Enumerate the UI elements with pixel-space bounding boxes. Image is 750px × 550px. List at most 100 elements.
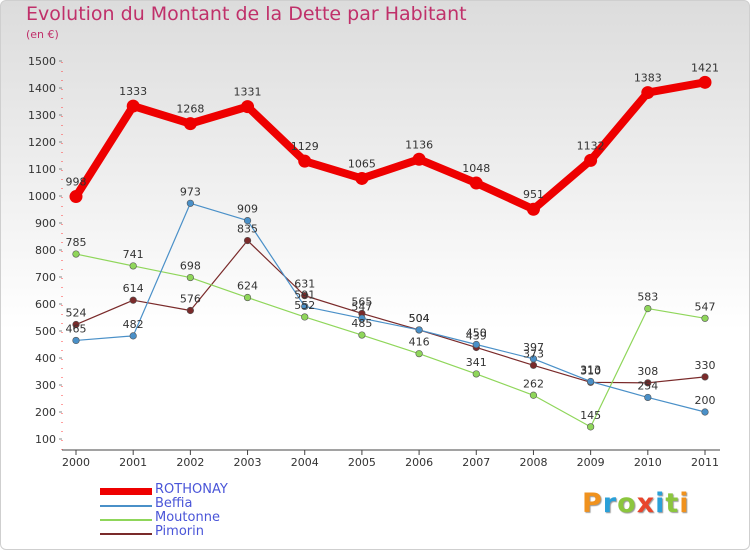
- data-label: 951: [523, 188, 544, 201]
- data-point: [241, 100, 255, 114]
- data-label: 552: [294, 299, 315, 312]
- x-tick-label: 2000: [62, 456, 90, 469]
- data-label: 1048: [462, 162, 490, 175]
- data-label: 313: [580, 363, 601, 376]
- data-point: [529, 391, 538, 399]
- y-tick-label: 200: [35, 406, 56, 419]
- data-label: 835: [237, 223, 258, 236]
- data-label: 547: [695, 300, 716, 313]
- y-tick-label: 1300: [28, 109, 56, 122]
- data-label: 583: [637, 291, 658, 304]
- legend-swatch: [100, 488, 152, 495]
- data-label: 330: [695, 359, 716, 372]
- data-point: [701, 373, 709, 381]
- data-point: [298, 154, 312, 168]
- data-point: [415, 326, 423, 334]
- data-label: 547: [351, 300, 372, 313]
- data-label: 998: [66, 176, 87, 189]
- data-point: [644, 304, 652, 313]
- data-point: [72, 336, 80, 345]
- y-tick-label: 900: [35, 217, 56, 230]
- data-point: [412, 152, 426, 166]
- data-point: [526, 202, 540, 216]
- legend-label: Beffia: [155, 496, 193, 511]
- data-point: [72, 320, 80, 329]
- data-label: 397: [523, 341, 544, 354]
- series-line-beffia: [75, 202, 706, 413]
- legend-swatch: [100, 533, 152, 535]
- data-label: 1136: [405, 138, 433, 151]
- data-label: 145: [580, 409, 601, 422]
- data-point: [644, 379, 652, 387]
- data-point: [529, 355, 538, 363]
- y-tick-label: 600: [35, 298, 56, 311]
- data-label: 576: [180, 292, 201, 305]
- legend-swatch: [100, 505, 152, 507]
- data-label: 1331: [234, 86, 262, 99]
- data-point: [183, 117, 197, 131]
- data-label: 373: [523, 347, 544, 360]
- data-point: [472, 370, 480, 378]
- data-point: [186, 199, 194, 207]
- y-tick-label: 1000: [28, 190, 56, 203]
- data-label: 482: [123, 318, 144, 331]
- data-label: 565: [351, 295, 372, 308]
- data-label: 341: [466, 356, 487, 369]
- chart-title: Evolution du Montant de la Dette par Hab…: [26, 3, 467, 25]
- data-point: [641, 86, 655, 100]
- data-label: 624: [237, 280, 258, 293]
- data-point: [129, 262, 137, 270]
- data-point: [69, 190, 83, 204]
- data-point: [469, 176, 483, 190]
- data-label: 1132: [577, 139, 605, 152]
- data-point: [72, 250, 80, 258]
- y-tick-label: 500: [35, 325, 56, 338]
- data-point: [644, 393, 652, 402]
- y-tick-label: 300: [35, 379, 56, 392]
- x-tick-label: 2005: [348, 456, 376, 469]
- x-tick-label: 2004: [291, 456, 319, 469]
- data-label: 909: [237, 203, 258, 216]
- y-tick-label: 700: [35, 271, 56, 284]
- data-point: [587, 423, 595, 431]
- data-point: [355, 171, 369, 185]
- legend-label: Pimorin: [155, 524, 204, 539]
- data-point: [415, 350, 423, 358]
- y-tick-label: 100: [35, 433, 56, 446]
- data-point: [301, 302, 309, 311]
- x-tick-label: 2009: [577, 456, 605, 469]
- data-label: 262: [523, 377, 544, 390]
- series-line-moutonne: [75, 253, 706, 428]
- x-tick-label: 2002: [176, 456, 204, 469]
- data-label: 485: [351, 317, 372, 330]
- data-label: 741: [123, 248, 144, 261]
- y-tick-label: 1200: [28, 136, 56, 149]
- legend-label: Moutonne: [155, 510, 220, 525]
- data-label: 1383: [634, 72, 662, 85]
- chart-subtitle: (en €): [26, 28, 59, 41]
- legend-label: ROTHONAY: [155, 482, 228, 497]
- data-label: 200: [695, 394, 716, 407]
- x-tick-label: 2008: [519, 456, 547, 469]
- data-point: [358, 314, 366, 322]
- data-label: 465: [66, 322, 87, 335]
- data-label: 308: [637, 365, 658, 378]
- data-point: [472, 340, 480, 349]
- data-label: 439: [466, 329, 487, 342]
- data-point: [129, 332, 137, 340]
- data-label: 631: [294, 278, 315, 291]
- data-label: 973: [180, 185, 201, 198]
- proxiti-logo: Proxiti: [582, 488, 690, 519]
- data-point: [584, 153, 598, 167]
- y-tick-label: 1500: [28, 55, 56, 68]
- series-line-rothonay: [72, 78, 709, 214]
- data-point: [186, 273, 194, 282]
- data-label: 524: [66, 307, 87, 320]
- y-tick-label: 800: [35, 244, 56, 257]
- legend-swatch: [100, 519, 152, 521]
- data-label: 1268: [176, 103, 204, 116]
- data-label: 1421: [691, 61, 719, 74]
- y-tick-label: 400: [35, 352, 56, 365]
